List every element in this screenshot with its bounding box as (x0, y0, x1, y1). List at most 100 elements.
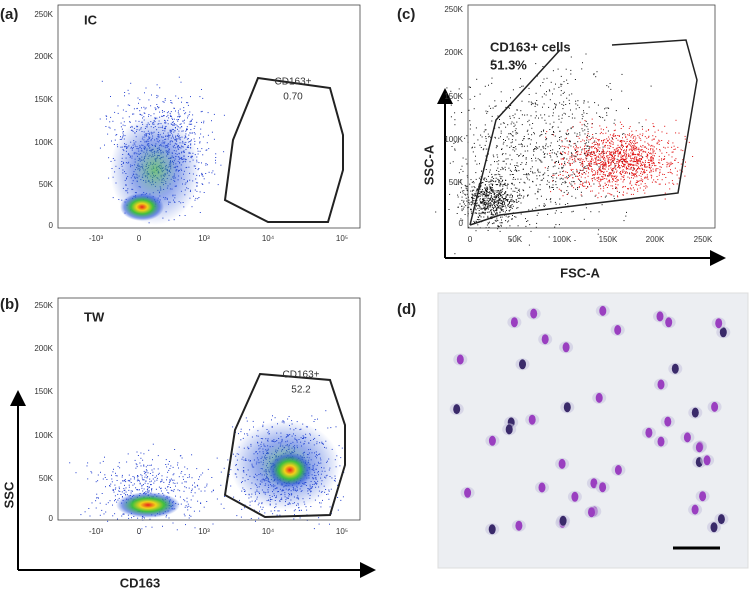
event-dot (659, 140, 661, 142)
event-dot (628, 135, 630, 136)
event-dot (199, 141, 201, 143)
event-dot (223, 151, 225, 153)
event-dot (494, 199, 496, 201)
event-dot (139, 462, 141, 464)
event-dot (563, 101, 565, 103)
event-dot (577, 187, 578, 189)
event-dot (542, 151, 544, 153)
event-dot (140, 452, 142, 454)
event-dot (544, 153, 546, 154)
event-dot (544, 156, 546, 158)
event-dot (633, 136, 634, 138)
event-dot (492, 180, 494, 182)
event-dot (482, 190, 484, 192)
event-dot (163, 115, 165, 117)
event-dot (560, 177, 562, 179)
event-dot (560, 90, 562, 92)
event-dot (610, 185, 612, 187)
event-dot (588, 146, 590, 147)
event-dot (480, 202, 482, 204)
event-dot (571, 155, 573, 157)
event-dot (471, 197, 473, 199)
event-dot (589, 146, 591, 148)
event-dot (466, 175, 468, 177)
event-dot (593, 183, 595, 185)
event-dot (164, 487, 166, 489)
event-dot (647, 176, 648, 178)
event-dot (610, 163, 612, 165)
event-dot (585, 155, 587, 157)
event-dot (487, 208, 489, 210)
event-dot (188, 505, 190, 507)
event-dot (486, 195, 488, 196)
event-dot (512, 115, 514, 117)
event-dot (183, 110, 185, 112)
event-dot (567, 147, 569, 149)
event-dot (545, 143, 547, 145)
event-dot (630, 163, 632, 165)
event-dot (570, 168, 572, 170)
event-dot (536, 146, 538, 148)
event-dot (560, 136, 562, 138)
event-dot (602, 146, 604, 148)
event-dot (617, 156, 619, 158)
event-dot (608, 161, 610, 163)
event-dot (662, 173, 664, 175)
event-dot (577, 141, 579, 143)
event-dot (456, 184, 458, 185)
event-dot (623, 159, 625, 161)
event-dot (515, 128, 517, 130)
event-dot (613, 157, 615, 159)
event-dot (479, 188, 481, 190)
event-dot (215, 157, 217, 158)
event-dot (638, 160, 640, 162)
event-dot (581, 149, 583, 151)
event-dot (588, 139, 590, 141)
event-dot (120, 494, 122, 495)
event-dot (577, 175, 579, 177)
event-dot (633, 189, 635, 191)
event-dot (472, 197, 474, 199)
event-dot (601, 140, 602, 142)
event-dot (494, 174, 496, 176)
event-dot (583, 123, 585, 125)
event-dot (509, 205, 511, 207)
event-dot (629, 173, 631, 175)
event-dot (628, 155, 630, 157)
event-dot (642, 151, 644, 153)
event-dot (163, 115, 164, 117)
event-dot (634, 164, 636, 166)
event-dot (500, 136, 501, 138)
event-dot (530, 115, 532, 117)
event-dot (175, 495, 176, 497)
event-dot (157, 468, 159, 470)
event-dot (469, 183, 471, 185)
event-dot (206, 483, 208, 485)
event-dot (139, 113, 141, 115)
event-dot (598, 182, 600, 184)
event-dot (477, 224, 479, 226)
event-dot (511, 135, 513, 137)
event-dot (569, 103, 571, 105)
event-dot (482, 149, 484, 151)
event-dot (542, 174, 544, 176)
event-dot (170, 100, 172, 101)
event-dot (497, 225, 499, 227)
event-dot (494, 206, 496, 208)
event-dot (583, 112, 585, 114)
event-dot (671, 163, 672, 165)
event-dot (489, 186, 491, 188)
event-dot (619, 151, 621, 153)
event-dot (130, 478, 132, 480)
event-dot (612, 142, 614, 144)
event-dot (522, 168, 524, 170)
event-dot (511, 183, 513, 185)
event-dot (604, 175, 606, 177)
event-dot (125, 487, 127, 489)
event-dot (593, 74, 595, 76)
event-dot (184, 215, 186, 216)
event-dot (587, 175, 589, 177)
event-dot (523, 155, 524, 156)
event-dot (635, 161, 637, 162)
event-dot (605, 151, 607, 153)
